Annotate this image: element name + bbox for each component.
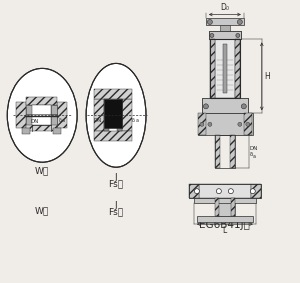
Bar: [189, 184, 261, 198]
Bar: [117, 99, 122, 131]
Bar: [215, 198, 235, 216]
Text: W型: W型: [35, 167, 49, 176]
Bar: [16, 102, 26, 128]
Text: L: L: [223, 226, 227, 235]
Circle shape: [236, 33, 240, 37]
Text: DN: DN: [94, 118, 102, 123]
Text: DN: DN: [30, 119, 38, 124]
Circle shape: [250, 189, 255, 194]
Bar: [22, 128, 30, 134]
Circle shape: [208, 122, 212, 126]
Bar: [197, 216, 253, 222]
Bar: [57, 102, 67, 128]
Bar: [210, 39, 240, 98]
Text: Fs型: Fs型: [109, 180, 124, 189]
Bar: [104, 99, 122, 128]
Circle shape: [194, 189, 200, 194]
Text: DN: DN: [250, 146, 258, 151]
Text: W型: W型: [35, 207, 49, 216]
Bar: [209, 31, 241, 39]
Bar: [26, 125, 57, 131]
Bar: [26, 97, 57, 105]
Bar: [206, 18, 244, 25]
Bar: [223, 44, 227, 93]
Bar: [26, 105, 32, 125]
Text: EG6B41J型: EG6B41J型: [200, 220, 250, 230]
Bar: [53, 128, 61, 134]
Bar: [94, 89, 132, 99]
Bar: [122, 99, 132, 131]
Circle shape: [216, 189, 221, 194]
Bar: [32, 105, 51, 125]
Text: N-d: N-d: [216, 215, 230, 224]
Ellipse shape: [7, 68, 77, 162]
Bar: [94, 131, 132, 141]
Text: a: a: [136, 118, 139, 123]
Circle shape: [246, 122, 250, 126]
Bar: [194, 198, 256, 203]
Bar: [189, 184, 199, 198]
Circle shape: [238, 122, 242, 126]
Bar: [244, 113, 252, 135]
Bar: [235, 39, 240, 98]
Text: J: J: [115, 173, 117, 182]
Circle shape: [228, 189, 233, 194]
Bar: [215, 135, 220, 168]
Bar: [198, 113, 253, 135]
Bar: [251, 184, 261, 198]
Circle shape: [241, 104, 246, 109]
Bar: [202, 98, 248, 113]
Bar: [215, 198, 219, 216]
Circle shape: [200, 122, 204, 126]
Bar: [51, 105, 57, 125]
Circle shape: [207, 20, 212, 25]
Text: Fs型: Fs型: [109, 208, 124, 216]
Bar: [215, 135, 235, 168]
Bar: [230, 135, 235, 168]
Circle shape: [237, 20, 242, 25]
Text: a: a: [253, 154, 256, 159]
Bar: [94, 99, 104, 131]
Text: δ: δ: [250, 152, 253, 157]
Text: D₀: D₀: [220, 3, 230, 12]
Text: δ: δ: [131, 118, 134, 123]
Bar: [202, 98, 248, 113]
Bar: [231, 198, 235, 216]
Bar: [220, 25, 230, 31]
Bar: [198, 113, 206, 135]
Bar: [210, 39, 215, 98]
Text: a: a: [62, 118, 65, 123]
Ellipse shape: [86, 63, 146, 167]
Circle shape: [210, 33, 214, 37]
Text: H: H: [264, 72, 269, 81]
Text: J: J: [115, 201, 117, 210]
Bar: [215, 39, 235, 98]
Circle shape: [203, 104, 208, 109]
Bar: [209, 31, 241, 39]
Text: δ: δ: [59, 118, 62, 123]
Bar: [199, 184, 251, 198]
Bar: [104, 99, 109, 131]
